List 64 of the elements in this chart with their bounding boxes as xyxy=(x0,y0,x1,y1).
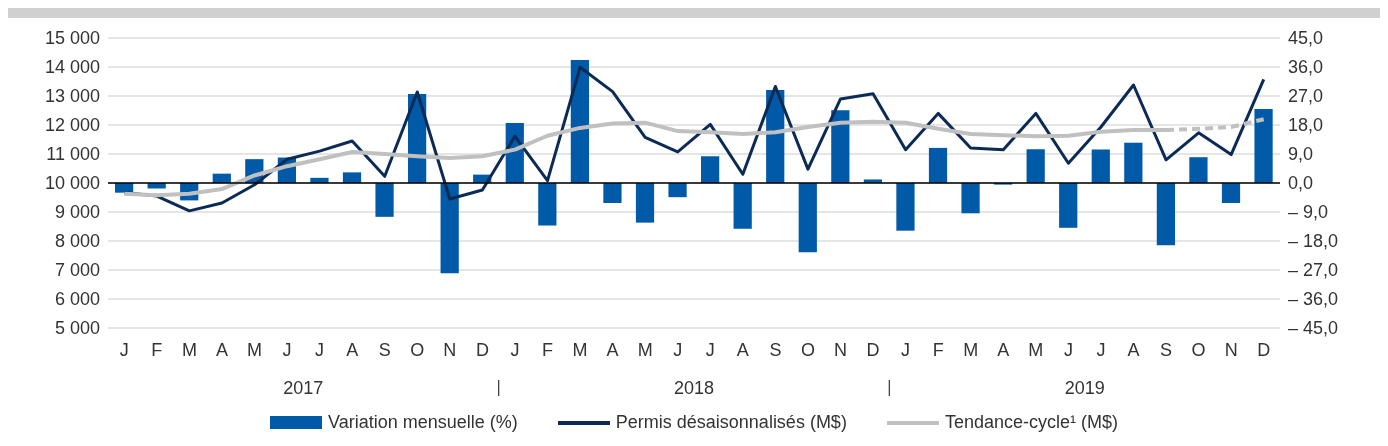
y-tick-label: 15 000 xyxy=(44,28,100,49)
x-tick-label: N xyxy=(443,340,457,360)
x-tick-label: J xyxy=(901,340,911,360)
legend-label: Variation mensuelle (%) xyxy=(328,412,518,433)
x-tick-label: M xyxy=(247,340,262,360)
x-tick-label: M xyxy=(572,340,588,360)
x-tick-label: S xyxy=(378,340,391,360)
x-tick-label: F xyxy=(542,340,553,360)
y-tick-label: 10 000 xyxy=(44,173,100,194)
x-tick-label: J xyxy=(673,340,683,360)
y-tick-label: 11 000 xyxy=(46,144,100,165)
y2-tick-label: – 18,0 xyxy=(1288,231,1339,252)
y-tick-label: 6 000 xyxy=(54,289,100,310)
y2-tick-label: 0,0 xyxy=(1288,173,1314,194)
x-tick-label: A xyxy=(997,340,1010,360)
x-tick-label: O xyxy=(800,340,815,360)
y2-tick-label: – 45,0 xyxy=(1288,318,1339,339)
x-tick-label: J xyxy=(705,340,715,360)
y-tick-label: 13 000 xyxy=(44,86,100,107)
x-tick-label: D xyxy=(1257,340,1271,360)
x-tick-label: N xyxy=(1224,340,1238,360)
x-tick-label: A xyxy=(215,340,228,360)
y2-tick-label: – 36,0 xyxy=(1288,289,1339,310)
text: 2017 xyxy=(283,378,324,398)
x-tick-label: M xyxy=(637,340,653,360)
x-tick-label: J xyxy=(510,340,520,360)
text: 2019 xyxy=(1064,378,1105,398)
x-tick-label: J xyxy=(1096,340,1106,360)
legend-label: Tendance-cycle¹ (M$) xyxy=(944,412,1118,433)
legend-label: Permis désaisonnalisés (M$) xyxy=(615,412,847,433)
x-tick-label: F xyxy=(151,340,163,360)
x-tick-label: M xyxy=(181,340,197,360)
x-tick-label: D xyxy=(866,340,880,360)
x-tick-label: A xyxy=(346,340,359,360)
y-tick-label: 5 000 xyxy=(54,318,100,339)
y2-tick-label: 27,0 xyxy=(1288,86,1324,107)
x-tick-label: A xyxy=(1127,340,1140,360)
y-tick-label: 9 000 xyxy=(54,202,100,223)
x-tick-label: M xyxy=(1028,340,1044,360)
x-tick-label: F xyxy=(932,340,944,360)
y-tick-label: 12 000 xyxy=(44,115,100,136)
text: 2018 xyxy=(673,378,715,398)
y-tick-label: 8 000 xyxy=(54,231,100,252)
x-tick-label: N xyxy=(834,340,847,360)
y2-tick-label: – 9,0 xyxy=(1288,202,1329,223)
x-tick-label: J xyxy=(282,340,292,360)
y-tick-label: 7 000 xyxy=(54,260,100,281)
x-tick-label: J xyxy=(1063,340,1073,360)
y2-tick-label: 18,0 xyxy=(1288,115,1324,136)
x-tick-label: J xyxy=(119,340,129,360)
y2-tick-label: 36,0 xyxy=(1288,57,1324,78)
x-tick-label: D xyxy=(475,340,489,360)
y-tick-label: 14 000 xyxy=(44,57,100,78)
x-tick-label: M xyxy=(963,340,979,360)
x-tick-label: O xyxy=(410,340,425,360)
x-tick-label: A xyxy=(606,340,619,360)
y2-tick-label: 45,0 xyxy=(1288,28,1324,49)
x-tick-label: O xyxy=(1191,340,1206,360)
x-tick-label: J xyxy=(315,340,325,360)
x-tick-label: S xyxy=(769,340,782,360)
y2-tick-label: – 27,0 xyxy=(1288,260,1339,281)
x-tick-label: S xyxy=(1160,340,1173,360)
x-tick-label: A xyxy=(736,340,749,360)
y2-tick-label: 9,0 xyxy=(1288,144,1314,165)
